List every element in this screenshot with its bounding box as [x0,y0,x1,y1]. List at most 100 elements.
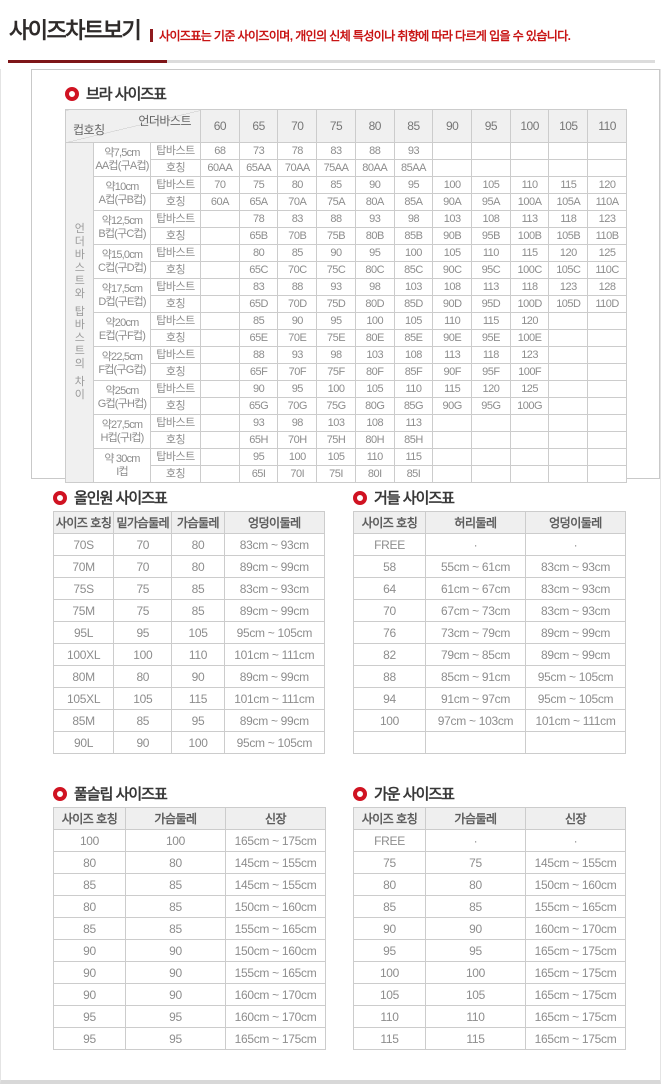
topbust-value: 110 [432,312,473,330]
size-name-value [509,465,550,483]
size-cell: 75 [425,851,526,874]
topbust-value: 120 [509,312,550,330]
column-header: 가슴둘레 [425,807,526,830]
table-row: 82 79cm ~ 85cm 89cm ~ 99cm [353,643,626,666]
size-name-value: 85E [393,329,434,347]
row-label-topbust: 탑바스트 [149,142,202,160]
bra-name-row: 호칭 65H 70H 75H 80H 85H [66,431,627,449]
size-cell: · [425,533,526,556]
size-cell: 80 [53,851,126,874]
topbust-value: 123 [548,278,589,296]
size-cell: 89cm ~ 99cm [223,709,326,732]
table-row: 115 115 165cm ~ 175cm [353,1027,626,1050]
size-name-value: 80AA [354,159,395,177]
size-name-value: 75A [316,193,356,211]
size-name-value: 70E [277,329,318,347]
size-name-value [432,159,473,177]
bra-topbust-row: 약15,0cm C컵(구D컵) 탑바스트 80 85 90 95 100 105 110 115 12… [66,244,627,279]
topbust-value: 98 [316,346,356,364]
underbust-size-header: 90 [432,109,473,143]
cup-diff-label: 약15,0cm [101,248,143,261]
size-cell: 105 [353,983,426,1006]
topbust-value [587,380,627,398]
cup-diff-label: 약7,5cm [104,146,140,159]
side-label-char: 스 [74,332,85,344]
size-cell: 85 [171,577,225,600]
table-row [353,731,626,754]
cup-name-label: F컵(구G컵) [98,363,146,376]
topbust-value [200,448,240,466]
size-name-value: 110B [587,227,627,245]
side-label-char: 트 [74,345,85,357]
topbust-value [432,448,473,466]
topbust-value: 100 [277,448,318,466]
size-name-value: 90G [432,397,473,415]
size-name-value: 85G [393,397,434,415]
size-cell: 145cm ~ 155cm [225,851,326,874]
cup-diff-label: 약17,5cm [101,282,143,295]
size-cell: 85cm ~ 91cm [425,665,526,688]
topbust-value: 105 [393,312,434,330]
size-name-value: 95D [471,295,511,313]
size-cell: 95 [113,621,173,644]
topbust-value: 113 [393,414,434,432]
size-cell: 55cm ~ 61cm [425,555,526,578]
size-cell: 83cm ~ 93cm [223,533,326,556]
bra-name-row: 호칭 60AA 65AA 70AA 75AA 80AA 85AA [66,159,627,177]
topbust-value: 85 [316,176,356,194]
fullslip-size-section: 풀슬립 사이즈표 사이즈 호칭 가슴둘레 신장 100 100 165cm ~ 175cm… [53,783,326,1050]
size-cell: 80 [353,873,426,896]
size-cell: 90 [425,917,526,940]
size-name-value: 85A [393,193,434,211]
size-cell: 75 [353,851,426,874]
size-cell: 105 [171,621,225,644]
topbust-value: 113 [509,210,550,228]
topbust-value [200,210,240,228]
bra-name-row: 호칭 65B 70B 75B 80B 85B 90B 95B 100B 105B 110B [66,227,627,245]
size-name-value: 65G [238,397,279,415]
size-name-value [548,363,589,381]
side-label-char: 트 [74,275,85,287]
size-name-value: 100B [509,227,550,245]
size-name-value [548,329,589,347]
table-row: 70M 70 80 89cm ~ 99cm [52,555,326,578]
column-header: 허리둘레 [425,511,526,534]
topbust-value [200,414,240,432]
size-name-value: 105D [548,295,589,313]
table-header-row: 사이즈 호칭 밑가슴둘레 가슴둘레 엉덩이둘레 [52,511,326,534]
size-name-value: 90D [432,295,473,313]
topbust-value: 108 [432,278,473,296]
topbust-value: 125 [587,244,627,262]
row-label-topbust: 탑바스트 [149,448,202,466]
bra-topbust-row: 약25cm G컵(구H컵) 탑바스트 90 95 100 105 110 115 120 125 [66,380,627,415]
size-name-value [200,329,240,347]
size-cell: 95 [425,939,526,962]
size-name-value [548,431,589,449]
table-row: 105XL 105 115 101cm ~ 111cm [52,687,326,710]
size-name-value: 75G [316,397,356,415]
row-label-topbust: 탑바스트 [149,380,202,398]
fullslip-section-title-text: 풀슬립 사이즈표 [74,786,168,803]
size-cell: 80 [171,555,225,578]
row-label-name: 호칭 [149,227,202,245]
size-cell: 165cm ~ 175cm [525,939,626,962]
topbust-value: 110 [509,176,550,194]
column-header: 사이즈 호칭 [353,807,426,830]
bra-name-row: 호칭 65E 70E 75E 80E 85E 90E 95E 100E [66,329,627,347]
underbust-size-header: 85 [393,109,434,143]
size-name-value [200,295,240,313]
topbust-value: 110 [354,448,395,466]
side-label-char: 바 [74,249,85,261]
cup-name-label: AA컵(구A컵) [95,159,149,172]
table-row: 75S 75 85 83cm ~ 93cm [52,577,326,600]
size-name-value [432,431,473,449]
bra-name-row: 호칭 65F 70F 75F 80F 85F 90F 95F 100F [66,363,627,381]
topbust-value: 88 [238,346,279,364]
size-name-value: 100E [509,329,550,347]
topbust-value: 113 [471,278,511,296]
row-label-name: 호칭 [149,363,202,381]
bra-cup-cell: 약12,5cm B컵(구C컵) [93,210,151,245]
page-note-text: 사이즈표는 기준 사이즈이며, 개인의 신체 특성이나 취향에 따라 다르게 입… [159,29,571,43]
size-name-value: 95F [471,363,511,381]
